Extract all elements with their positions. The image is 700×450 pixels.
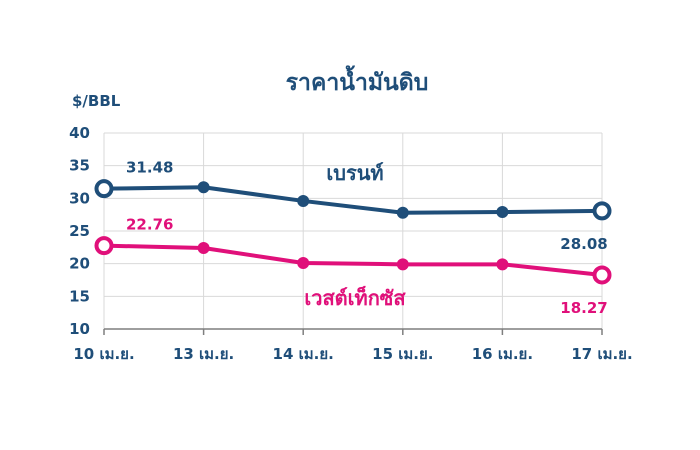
x-tick-label: 15 เม.ย. bbox=[372, 345, 433, 363]
grid-layer bbox=[103, 132, 603, 330]
y-tick-label: 30 bbox=[69, 189, 90, 207]
series-name-label: เบรนท์ bbox=[326, 161, 383, 185]
y-axis-label: $/BBL bbox=[72, 92, 121, 110]
series-line bbox=[102, 243, 604, 277]
x-tick-label: 14 เม.ย. bbox=[273, 345, 334, 363]
data-point bbox=[94, 179, 114, 199]
data-label: 22.76 bbox=[126, 216, 173, 234]
data-point bbox=[592, 201, 612, 221]
chart-title: ราคาน้ำมันดิบ bbox=[286, 65, 429, 96]
data-point bbox=[396, 206, 409, 219]
series-line bbox=[102, 185, 604, 215]
series-name-label: เวสต์เท็กซัส bbox=[304, 285, 406, 310]
data-point bbox=[197, 241, 210, 254]
y-tick-label: 10 bbox=[69, 320, 90, 338]
x-tick-label: 10 เม.ย. bbox=[73, 345, 134, 363]
series-1: 31.48 28.08 เบรนท์ bbox=[94, 159, 612, 253]
y-tick-label: 35 bbox=[69, 157, 90, 175]
series-2: 22.76 18.27 เวสต์เท็กซัส bbox=[94, 216, 612, 317]
x-tick-label: 16 เม.ย. bbox=[472, 345, 533, 363]
data-point bbox=[197, 181, 210, 194]
data-point bbox=[297, 257, 310, 270]
data-label: 18.27 bbox=[560, 299, 607, 317]
data-point bbox=[396, 258, 409, 271]
series-layer: 31.48 28.08 เบรนท์ 22.76 18.27 เวสต์เท็กซัส bbox=[94, 159, 612, 317]
axis-layer: 10 15 20 25 30 35 40 10 เม.ย. 13 เม.ย. 14 เม.ย. 15… bbox=[69, 124, 633, 363]
data-point bbox=[496, 258, 509, 271]
x-tick-label: 13 เม.ย. bbox=[173, 345, 234, 363]
data-point bbox=[592, 265, 612, 285]
data-point bbox=[496, 206, 509, 219]
y-tick-label: 20 bbox=[69, 255, 90, 273]
y-tick-label: 25 bbox=[69, 222, 90, 240]
data-label: 28.08 bbox=[560, 235, 607, 253]
y-tick-label: 40 bbox=[69, 124, 90, 142]
x-tick-label: 17 เม.ย. bbox=[571, 345, 632, 363]
data-label: 31.48 bbox=[126, 159, 173, 177]
data-point bbox=[94, 236, 114, 256]
y-tick-label: 15 bbox=[69, 287, 90, 305]
data-point bbox=[297, 194, 310, 207]
